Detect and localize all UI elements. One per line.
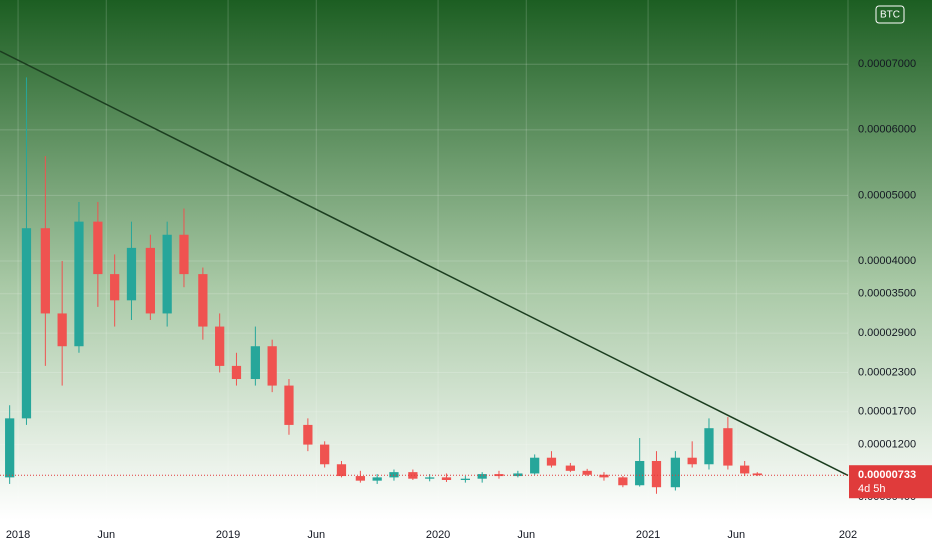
candle-body	[651, 460, 662, 488]
x-tick-label: Jun	[517, 529, 535, 541]
candle-body	[303, 424, 313, 445]
candle-body	[599, 474, 609, 478]
candle-body	[635, 460, 645, 486]
y-tick-label: 0.00004000	[858, 255, 916, 267]
candle-body	[40, 228, 50, 314]
x-tick-label: 202	[839, 529, 857, 541]
y-tick-label: 0.00003500	[858, 288, 916, 300]
candle-body	[546, 457, 557, 466]
x-tick-label: Jun	[97, 529, 115, 541]
candle-body	[336, 464, 347, 477]
x-tick-label: 2019	[216, 529, 240, 541]
candle-body	[687, 457, 697, 465]
candle-body	[372, 477, 382, 481]
y-tick-label: 0.00005000	[858, 189, 916, 201]
candle-body	[740, 465, 750, 474]
candle-body	[408, 472, 418, 479]
y-tick-label: 0.00002900	[858, 327, 916, 339]
candle-body	[284, 385, 294, 425]
candle-body	[752, 473, 762, 476]
candle-body	[57, 313, 67, 347]
y-tick-label: 0.00007000	[858, 58, 916, 70]
trendline	[0, 50, 849, 477]
candle-body	[231, 365, 242, 380]
symbol-badge	[875, 5, 905, 24]
candle-body	[477, 474, 487, 479]
x-tick-label: 2018	[6, 529, 30, 541]
symbol-label: BTC	[880, 10, 900, 21]
y-tick-label: 0.00006000	[858, 124, 916, 136]
candle-body	[198, 274, 208, 327]
candle-body	[5, 418, 15, 478]
candle-body	[110, 274, 120, 301]
candle-body	[162, 234, 172, 314]
last-price-label: 0.00000733	[858, 469, 916, 481]
x-tick-label: Jun	[727, 529, 745, 541]
plot-background	[0, 0, 932, 520]
candle-body	[74, 221, 84, 347]
candle-body	[145, 247, 155, 314]
candle-body	[250, 346, 260, 380]
x-tick-label: 2020	[426, 529, 450, 541]
candle-body	[126, 247, 137, 301]
candle-body	[513, 473, 523, 477]
y-tick-label: 0.00001200	[858, 438, 916, 450]
y-tick-label: 0.00001700	[858, 406, 916, 418]
candle-body	[460, 478, 470, 480]
candle-body	[267, 346, 277, 386]
candle-body	[565, 465, 575, 471]
last-price-box	[849, 465, 932, 499]
candle-body	[21, 228, 32, 419]
candle-body	[670, 457, 680, 488]
countdown-label: 4d 5h	[858, 483, 886, 495]
candle-body	[704, 428, 714, 465]
candle-body	[179, 234, 189, 275]
y-tick-label: 0.00002300	[858, 366, 916, 378]
candle-body	[215, 326, 225, 366]
x-tick-label: 2021	[636, 529, 660, 541]
candle-body	[93, 221, 103, 275]
candle-body	[723, 428, 733, 466]
candle-body	[320, 444, 330, 465]
x-tick-label: Jun	[307, 529, 325, 541]
candle-body	[355, 476, 365, 481]
candle-body	[530, 457, 540, 474]
candle-body	[582, 470, 592, 475]
candle-body	[425, 477, 435, 479]
x-axis-background	[0, 520, 932, 550]
candle-body	[441, 477, 452, 480]
candle-body	[618, 477, 628, 486]
